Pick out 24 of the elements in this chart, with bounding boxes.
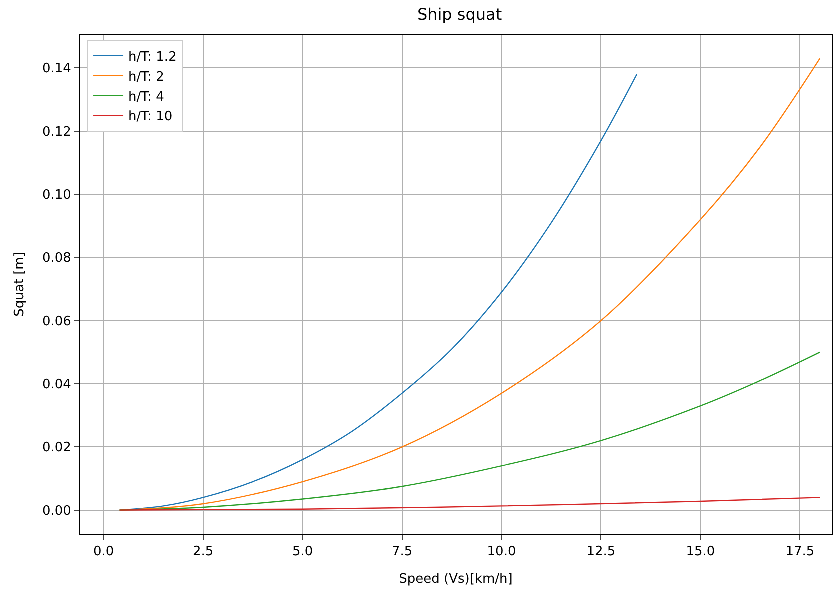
- y-tick-label: 0.14: [42, 62, 72, 77]
- x-tick-label: 5.0: [292, 544, 314, 560]
- y-tick-label: 0.10: [42, 188, 72, 204]
- y-tick-label: 0.12: [42, 124, 72, 140]
- y-tick-label: 0.02: [42, 440, 72, 456]
- x-tick-label: 0.0: [94, 544, 114, 560]
- x-tick-label: 10.0: [487, 544, 516, 560]
- x-tick-label: 15.0: [686, 544, 716, 560]
- y-tick-label: 0.00: [42, 504, 72, 519]
- y-tick-label: 0.04: [42, 378, 72, 393]
- legend-label: h/T: 2: [128, 70, 164, 85]
- y-tick-label: 0.08: [42, 251, 72, 266]
- x-tick-label: 12.5: [586, 544, 616, 560]
- legend-label: h/T: 1.2: [128, 50, 177, 66]
- x-tick-label: 7.5: [392, 544, 413, 560]
- x-tick-label: 2.5: [192, 544, 214, 560]
- x-axis-title: Speed (Vs)[km/h]: [399, 572, 513, 588]
- y-tick-label: 0.06: [42, 314, 72, 330]
- chart-title: Ship squat: [417, 5, 502, 24]
- y-axis-title: Squat [m]: [12, 252, 28, 317]
- legend-label: h/T: 10: [128, 110, 173, 125]
- legend-label: h/T: 4: [128, 90, 164, 105]
- x-tick-label: 17.5: [786, 544, 815, 560]
- line-series: [119, 497, 821, 511]
